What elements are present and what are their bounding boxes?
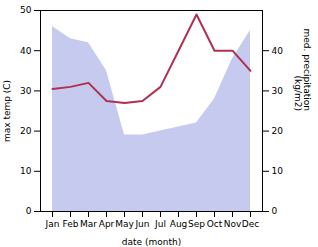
svg-text:0: 0 [272,206,278,216]
svg-text:Aug: Aug [170,219,188,229]
svg-text:med. precipitation(kg/m2): med. precipitation(kg/m2) [293,29,312,111]
svg-text:50: 50 [20,5,32,15]
svg-text:Dec: Dec [242,219,259,229]
svg-text:10: 10 [272,166,284,176]
svg-text:Jun: Jun [134,219,149,229]
svg-text:30: 30 [272,86,284,96]
svg-text:date (month): date (month) [122,237,181,247]
svg-text:Jan: Jan [45,219,60,229]
svg-text:10: 10 [20,166,32,176]
svg-text:Feb: Feb [63,219,79,229]
svg-text:max temp (C): max temp (C) [2,80,12,142]
svg-text:20: 20 [20,126,32,136]
svg-text:30: 30 [20,86,32,96]
svg-text:Oct: Oct [207,219,223,229]
svg-text:May: May [115,219,134,229]
svg-text:40: 40 [272,46,284,56]
svg-text:40: 40 [20,46,32,56]
svg-text:0: 0 [26,206,32,216]
svg-text:Jul: Jul [154,219,166,229]
svg-text:Apr: Apr [99,219,115,229]
svg-text:20: 20 [272,126,284,136]
svg-text:Nov: Nov [224,219,242,229]
svg-text:Mar: Mar [80,219,97,229]
svg-text:Sep: Sep [188,219,205,229]
